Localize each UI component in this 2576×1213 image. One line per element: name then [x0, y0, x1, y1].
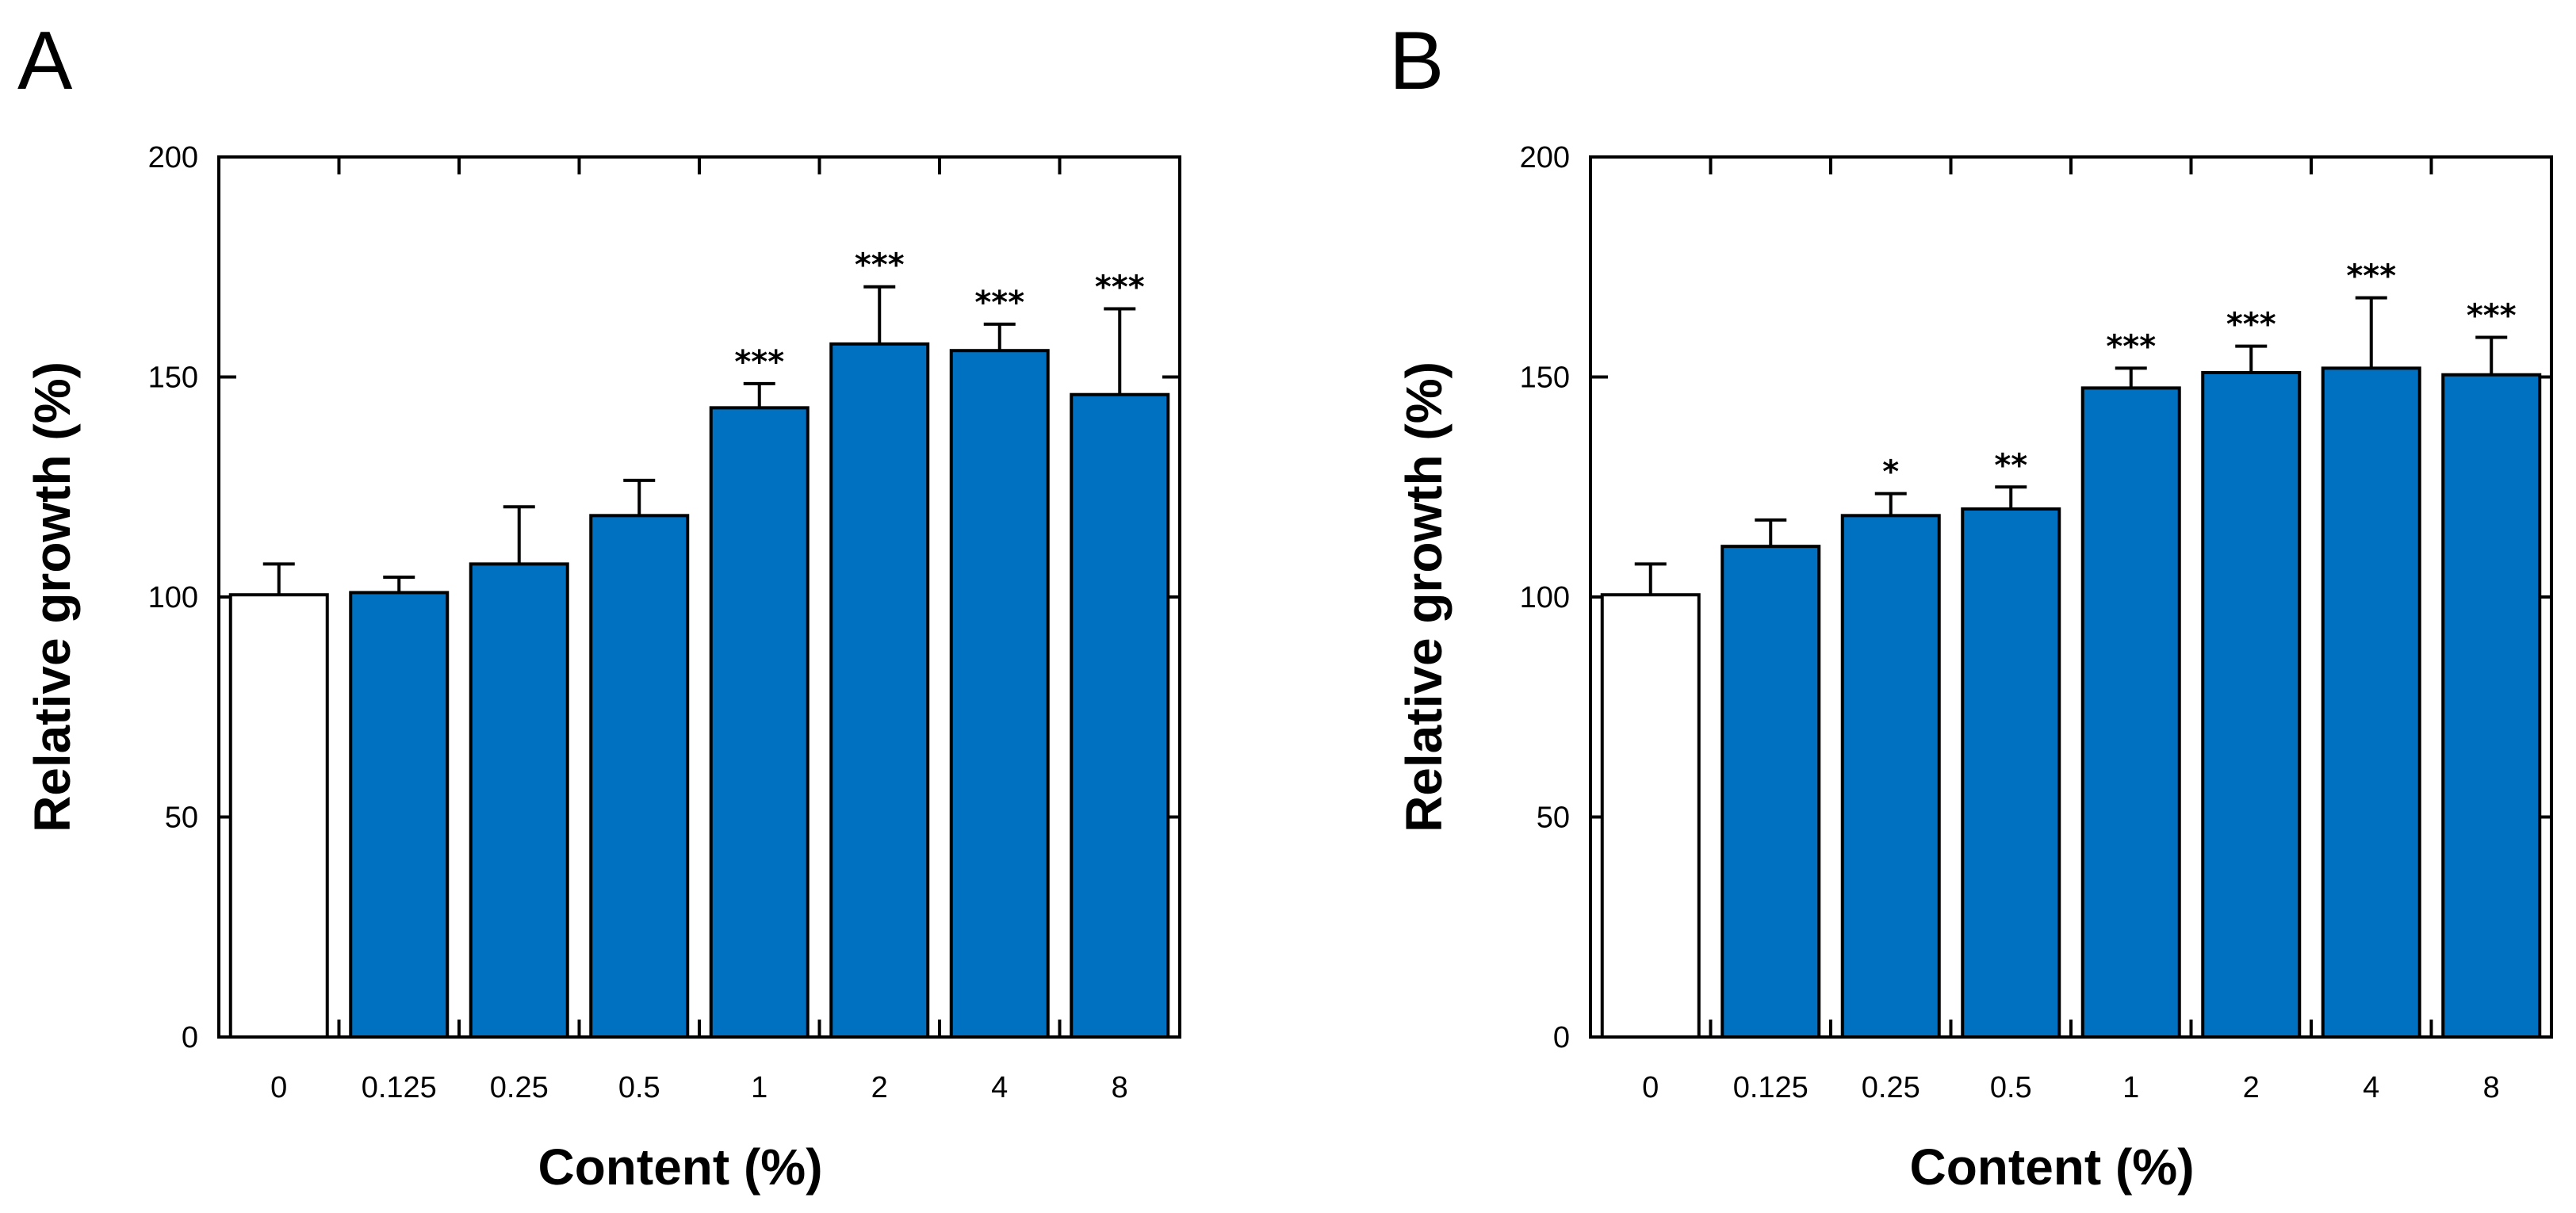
y-tick-label: 150	[1520, 362, 1570, 395]
bar	[2201, 370, 2302, 1039]
y-tick-label: 100	[1520, 581, 1570, 614]
y-axis-title: Relative growth (%)	[24, 362, 81, 832]
x-tick-label: 2	[2243, 1071, 2260, 1104]
significance-marker: ***	[2467, 298, 2517, 335]
x-tick-label: 1	[751, 1071, 767, 1104]
x-tick-label: 0.125	[1733, 1071, 1809, 1104]
x-tick-label: 2	[871, 1071, 888, 1104]
bar	[1070, 392, 1170, 1039]
y-tick-label: 0	[1553, 1021, 1570, 1054]
chart-panel-a: A 0 50 100 150 200 0 0.125 0.25 0.5 *** 1 *** 2 *** 4 *…	[17, 15, 1181, 1196]
bar	[949, 349, 1050, 1039]
x-tick-label: 0	[270, 1071, 287, 1104]
significance-marker: ***	[2106, 328, 2156, 365]
y-tick-label: 200	[148, 141, 198, 174]
x-tick-label: 4	[991, 1071, 1008, 1104]
x-tick-label: 4	[2363, 1071, 2379, 1104]
plot-layer: 0 50 100 150 200 0 0.125 0.25 0.5 *** 1 *** 2 *** 4 ***…	[148, 141, 1180, 1104]
bar	[1840, 514, 1941, 1039]
bar	[228, 593, 329, 1039]
x-tick-label: 1	[2122, 1071, 2139, 1104]
significance-marker: ***	[2346, 258, 2396, 295]
panel-letter: B	[1389, 15, 1444, 107]
x-tick-label: 0.5	[1990, 1071, 2032, 1104]
significance-marker: **	[1994, 447, 2027, 484]
significance-marker: *	[1882, 454, 1899, 491]
y-tick-label: 100	[148, 581, 198, 614]
significance-marker: ***	[2226, 307, 2276, 343]
bar	[1721, 545, 1821, 1039]
y-tick-label: 0	[182, 1021, 198, 1054]
x-tick-label: 0.5	[618, 1071, 660, 1104]
bar	[349, 591, 450, 1039]
x-tick-label: 0.25	[1862, 1071, 1920, 1104]
x-tick-label: 8	[2483, 1071, 2500, 1104]
significance-marker: ***	[855, 247, 905, 284]
bar	[469, 562, 569, 1039]
y-axis-title: Relative growth (%)	[1395, 362, 1453, 832]
bar	[709, 406, 810, 1039]
bar	[829, 342, 930, 1039]
x-axis-title: Content (%)	[538, 1138, 822, 1196]
y-tick-label: 50	[165, 802, 198, 835]
significance-marker: ***	[1095, 269, 1145, 305]
x-tick-label: 0.125	[362, 1071, 437, 1104]
panel-letter: A	[17, 15, 73, 107]
bar	[2441, 373, 2542, 1039]
x-tick-label: 8	[1112, 1071, 1128, 1104]
plot-layer: 0 50 100 150 200 0 0.125 * 0.25 ** 0.5 *** 1 *** 2 *** 4…	[1520, 141, 2551, 1104]
y-tick-label: 150	[148, 362, 198, 395]
significance-marker: ***	[734, 344, 784, 381]
significance-marker: ***	[974, 285, 1024, 321]
bar	[2321, 366, 2421, 1039]
bar	[2080, 386, 2181, 1039]
y-tick-label: 200	[1520, 141, 1570, 174]
bar	[1961, 507, 2061, 1039]
x-axis-title: Content (%)	[1909, 1138, 2194, 1196]
y-tick-label: 50	[1537, 802, 1570, 835]
chart-panel-b: B 0 50 100 150 200 0 0.125 * 0.25 ** 0.5 *** 1 *** 2 **…	[1389, 15, 2553, 1196]
x-tick-label: 0.25	[490, 1071, 549, 1104]
bar	[1600, 593, 1701, 1039]
bar	[589, 514, 690, 1039]
x-tick-label: 0	[1642, 1071, 1659, 1104]
